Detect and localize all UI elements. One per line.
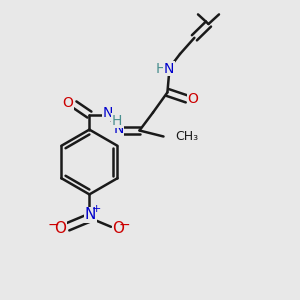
Text: N: N	[85, 207, 96, 222]
Text: O: O	[54, 221, 66, 236]
Text: −: −	[48, 218, 59, 232]
Text: H: H	[156, 62, 166, 76]
Text: O: O	[62, 96, 73, 110]
Text: +: +	[92, 204, 102, 214]
Text: N: N	[164, 62, 174, 76]
Text: −: −	[119, 218, 130, 232]
Text: O: O	[112, 221, 124, 236]
Text: N: N	[103, 106, 113, 120]
Text: N: N	[113, 122, 124, 136]
Text: CH₃: CH₃	[176, 130, 199, 143]
Text: H: H	[112, 114, 122, 128]
Text: O: O	[188, 92, 198, 106]
